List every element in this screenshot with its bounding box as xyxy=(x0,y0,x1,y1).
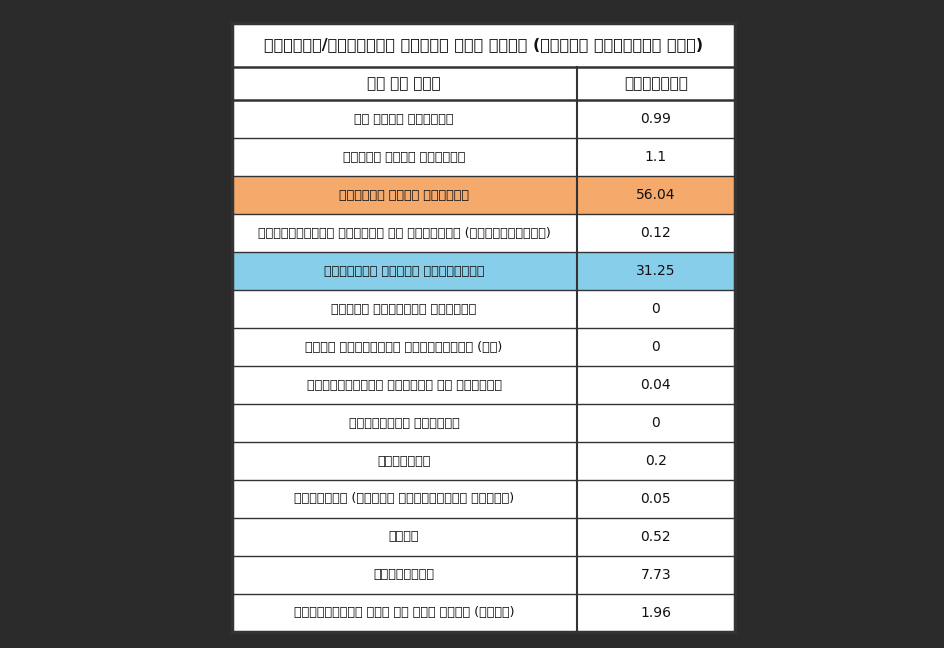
Text: 1.1: 1.1 xyxy=(644,150,666,165)
Text: 0.99: 0.99 xyxy=(640,112,670,126)
Bar xyxy=(231,23,734,632)
Bar xyxy=(231,176,734,214)
Text: 7.73: 7.73 xyxy=(640,568,670,582)
Text: 0.05: 0.05 xyxy=(640,492,670,506)
Text: शिवसेना: शिवसेना xyxy=(377,454,430,467)
Bar xyxy=(231,23,734,67)
Text: 0.52: 0.52 xyxy=(640,530,670,544)
Bar xyxy=(231,404,734,442)
Text: 0: 0 xyxy=(650,340,660,354)
Bar xyxy=(231,67,734,100)
Bar xyxy=(231,328,734,366)
Bar xyxy=(231,518,734,556)
Text: समाजवादी पार्टी: समाजवादी पार्टी xyxy=(348,417,459,430)
Text: शिवसेना (उद्धव बालासाहेब ठाकरे): शिवसेना (उद्धव बालासाहेब ठाकरे) xyxy=(294,492,514,505)
Text: दल का नाम: दल का नाम xyxy=(367,76,441,91)
Bar xyxy=(231,556,734,594)
Bar xyxy=(231,139,734,176)
Text: जनता कांग्रेस छत्तीसगढ़ (जे): जनता कांग्रेस छत्तीसगढ़ (जे) xyxy=(305,341,502,354)
Text: इण्डियन नेशनल कांग्रेस: इण्डियन नेशनल कांग्रेस xyxy=(324,265,483,278)
Text: 0.04: 0.04 xyxy=(640,378,670,392)
Text: बहुजन समाज पार्टी: बहुजन समाज पार्टी xyxy=(343,151,464,164)
Text: भारतीय जनता पार्टी: भारतीय जनता पार्टी xyxy=(339,189,468,202)
Text: 0.2: 0.2 xyxy=(644,454,666,468)
Text: 1.96: 1.96 xyxy=(640,606,670,620)
Text: 0: 0 xyxy=(650,302,660,316)
Text: 0: 0 xyxy=(650,416,660,430)
Text: 31.25: 31.25 xyxy=(635,264,675,278)
Bar xyxy=(231,252,734,290)
Bar xyxy=(231,290,734,328)
Text: कम्युनिस्ट पार्टी ऑफ इंडिया: कम्युनिस्ट पार्टी ऑफ इंडिया xyxy=(306,378,501,391)
Text: कम्युनिस्ट पार्टी ऑफ इण्डिया (माक्सिसस्ट): कम्युनिस्ट पार्टी ऑफ इण्डिया (माक्सिसस्ट… xyxy=(258,227,549,240)
Text: 56.04: 56.04 xyxy=(635,189,675,202)
Bar xyxy=(231,442,734,480)
Bar xyxy=(231,480,734,518)
Text: आम आदमी पार्टी: आम आदमी पार्टी xyxy=(354,113,453,126)
Text: नेशनल पीपुल्स पार्टी: नेशनल पीपुल्स पार्टी xyxy=(331,303,476,316)
Text: 0.12: 0.12 xyxy=(640,226,670,240)
Bar xyxy=(231,23,734,632)
Bar xyxy=(231,100,734,139)
Bar xyxy=(231,594,734,632)
Text: उपर्युक्त में से कोई नहीं (नोटा): उपर्युक्त में से कोई नहीं (नोटा) xyxy=(294,607,514,619)
Text: प्रतिशत: प्रतिशत xyxy=(623,76,687,91)
Bar xyxy=(231,366,734,404)
Text: अन्य: अन्य xyxy=(388,531,419,544)
Bar xyxy=(231,214,734,252)
Text: निर्दलीय: निर्दलीय xyxy=(373,568,434,581)
Text: महापौर/अध्यक्ष दलवार वोट शेयर (समस्त निकायों में): महापौर/अध्यक्ष दलवार वोट शेयर (समस्त निक… xyxy=(263,37,702,52)
